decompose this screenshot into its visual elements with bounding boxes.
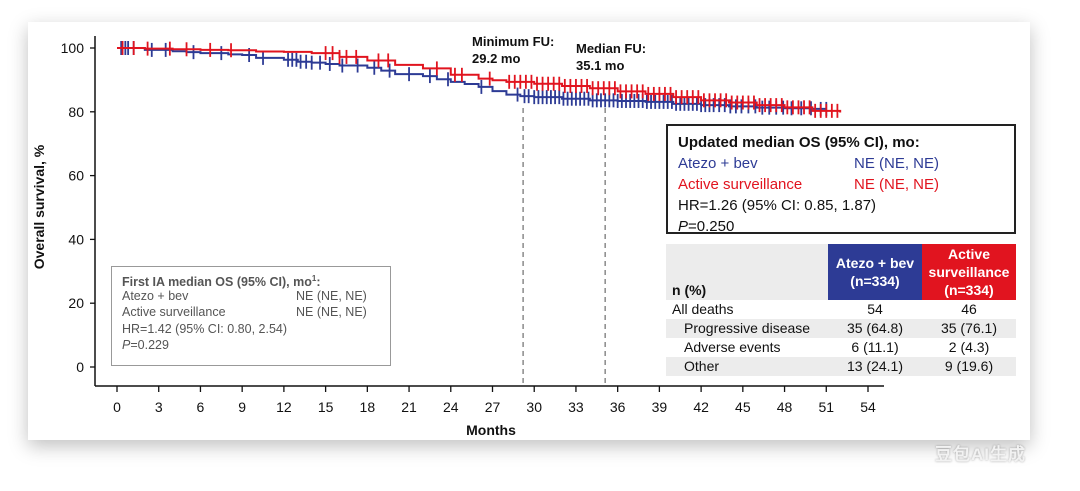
- x-tick-label: 36: [610, 399, 626, 415]
- first-ia-p: P=0.229: [122, 338, 169, 352]
- x-tick-label: 48: [777, 399, 793, 415]
- deaths-table-row-header: n (%): [666, 244, 828, 300]
- table-row: All deaths 54 46: [672, 301, 977, 317]
- updated-os-title: Updated median OS (95% CI), mo:: [678, 134, 920, 151]
- y-axis-label: Overall survival, %: [31, 144, 47, 269]
- first-ia-summary-box: First IA median OS (95% CI), mo1: Atezo …: [111, 266, 391, 366]
- watermark-text: 豆包AI生成: [935, 445, 1026, 464]
- deaths-table-col-atezo: Atezo + bev (n=334): [828, 244, 922, 300]
- x-tick-label: 21: [401, 399, 417, 415]
- axis-labels: Months Overall survival, %: [31, 144, 516, 438]
- deaths-table-header: n (%) Atezo + bev (n=334) Active surveilla…: [666, 244, 1016, 300]
- deaths-table: n (%) Atezo + bev (n=334) Active surveilla…: [666, 244, 1016, 376]
- survival-curve-active-surveillance: [117, 47, 842, 113]
- updated-os-p: P=0.250: [678, 218, 735, 235]
- x-tick-label: 39: [652, 399, 668, 415]
- first-ia-arm1-row: Atezo + bev NE (NE, NE): [122, 288, 367, 303]
- table-row: Other 13 (24.1) 9 (19.6): [666, 357, 1016, 376]
- follow-up-value: 35.1 mo: [576, 58, 624, 73]
- y-tick-label: 40: [68, 231, 84, 247]
- y-tick-label: 100: [61, 40, 85, 56]
- x-tick-label: 33: [568, 399, 584, 415]
- x-tick-label: 3: [155, 399, 163, 415]
- x-tick-label: 0: [113, 399, 121, 415]
- follow-up-reference-lines: Minimum FU: 29.2 mo Median FU: 35.1 mo: [472, 34, 646, 386]
- y-tick-label: 0: [76, 359, 84, 375]
- follow-up-label: Minimum FU:: [472, 34, 554, 49]
- x-tick-label: 54: [860, 399, 876, 415]
- x-tick-label: 45: [735, 399, 751, 415]
- y-tick-label: 20: [68, 295, 84, 311]
- y-tick-label: 60: [68, 168, 84, 184]
- first-ia-title: First IA median OS (95% CI), mo1:: [122, 274, 321, 290]
- table-row: Adverse events 6 (11.1) 2 (4.3): [684, 339, 990, 355]
- table-row: Progressive disease 35 (64.8) 35 (76.1): [666, 319, 1016, 338]
- x-tick-label: 18: [360, 399, 376, 415]
- survival-curves: [117, 41, 842, 118]
- first-ia-hr: HR=1.42 (95% CI: 0.80, 2.54): [122, 321, 288, 336]
- y-tick-label: 80: [68, 104, 84, 120]
- x-axis-label: Months: [466, 422, 516, 438]
- updated-os-summary-box: Updated median OS (95% CI), mo: Atezo + …: [666, 124, 1016, 235]
- x-tick-label: 6: [197, 399, 205, 415]
- first-ia-arm2-row: Active surveillance NE (NE, NE): [122, 305, 367, 319]
- follow-up-label: Median FU:: [576, 41, 646, 56]
- x-tick-label: 42: [693, 399, 709, 415]
- deaths-table-col-surveillance: Active surveillance (n=334): [922, 244, 1016, 300]
- x-tick-label: 12: [276, 399, 292, 415]
- x-tick-label: 24: [443, 399, 459, 415]
- updated-os-hr: HR=1.26 (95% CI: 0.85, 1.87): [678, 197, 877, 214]
- updated-os-arm1-row: Atezo + bev NE (NE, NE): [678, 155, 940, 172]
- updated-os-arm2-row: Active surveillance NE (NE, NE): [678, 176, 940, 193]
- x-tick-label: 51: [818, 399, 834, 415]
- follow-up-value: 29.2 mo: [472, 51, 520, 66]
- x-tick-label: 27: [485, 399, 501, 415]
- survival-curve-atezo-bev: [117, 47, 827, 110]
- x-tick-label: 9: [238, 399, 246, 415]
- x-tick-label: 15: [318, 399, 334, 415]
- x-tick-label: 30: [526, 399, 542, 415]
